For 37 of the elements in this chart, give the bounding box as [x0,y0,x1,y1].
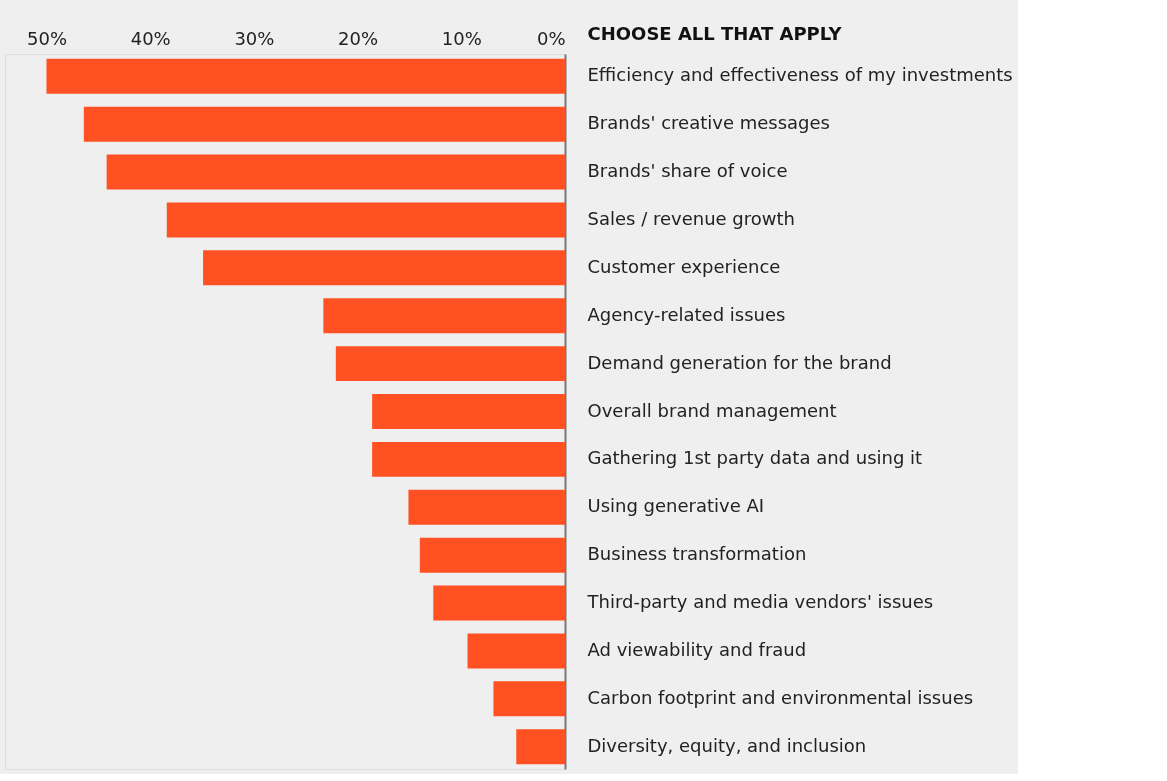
y-tick-label: Using generative AI [587,495,765,517]
y-tick-label: Third-party and media vendors' issues [586,591,934,613]
x-tick-label: 40% [130,27,171,49]
y-tick-label: Diversity, equity, and inclusion [587,734,867,756]
x-tick-label: 20% [338,27,379,49]
bar [408,489,565,525]
bar [166,202,565,238]
bar [372,441,565,477]
bar [203,250,565,286]
bar [106,154,565,190]
y-tick-label: Efficiency and effectiveness of my investments [587,64,1013,86]
x-tick-label: 10% [441,27,482,49]
y-tick-label: Sales / revenue growth [587,207,795,229]
text: CHOOSE ALL THAT APPLY [587,22,843,44]
bar [419,537,565,573]
y-tick-label: Brands' creative messages [587,112,830,134]
x-tick-label: 0% [536,27,566,49]
bar [516,729,565,765]
y-tick-label: Customer experience [587,255,781,277]
bar [83,106,565,142]
bar [372,394,565,429]
y-tick-label: Ad viewability and fraud [587,638,807,660]
y-tick-label: Gathering 1st party data and using it [587,447,923,469]
y-tick-label: Business transformation [587,543,807,565]
bar [493,681,565,717]
y-tick-label: Overall brand management [587,399,837,421]
y-tick-label: Agency-related issues [587,303,786,325]
y-tick-label: Carbon footprint and environmental issues [587,686,974,708]
bar [46,58,565,94]
bar [323,298,565,334]
y-tick-label: Brands' share of voice [587,160,788,182]
x-tick-label: 50% [26,27,67,49]
x-tick-label: 30% [234,27,275,49]
bar [335,346,565,382]
bar [467,633,565,669]
y-tick-label: Demand generation for the brand [587,351,892,373]
bar [433,585,565,621]
